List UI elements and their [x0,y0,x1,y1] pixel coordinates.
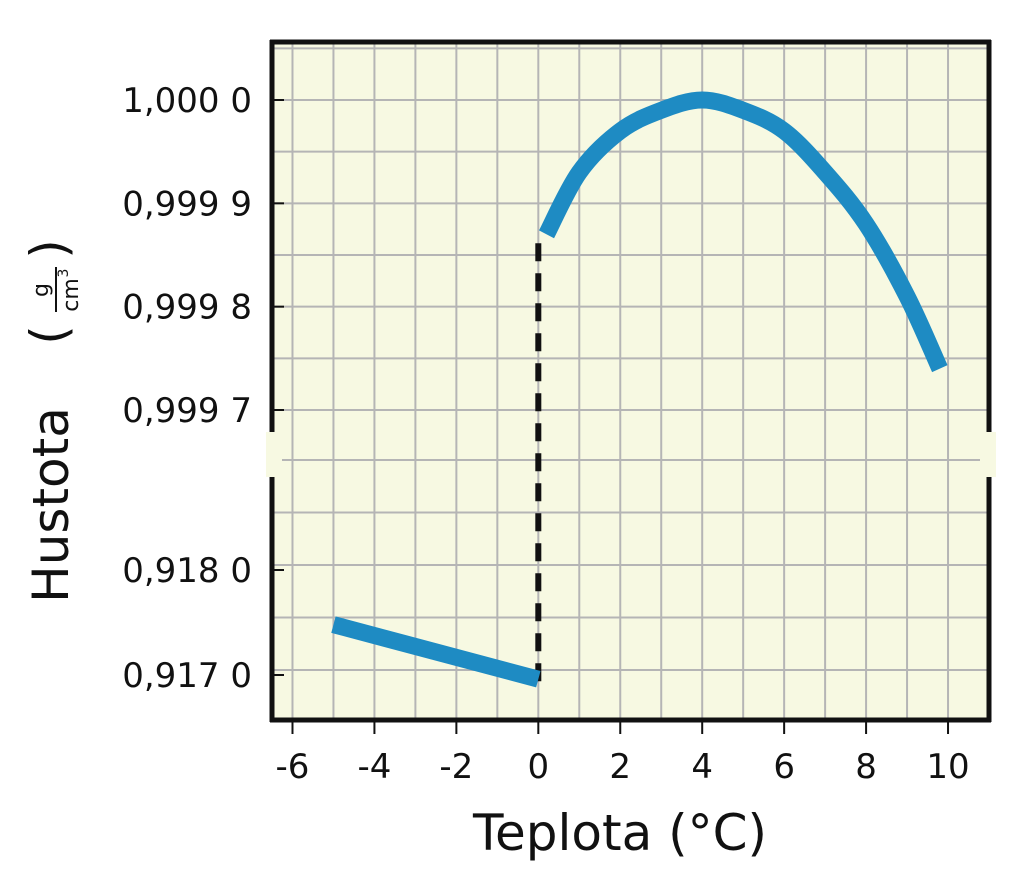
series-line-ice [331,616,541,688]
y-unit-denominator: cm [59,278,84,312]
axis-break-left [266,432,282,477]
x-tick-label: -4 [357,747,391,787]
x-axis-ticks: -6 -4 -2 0 2 4 6 8 10 [276,720,970,787]
series-group [331,91,948,688]
y-axis-title-group: Hustota ( g cm 3 ) [20,239,84,603]
y-unit-paren-open: ( [20,325,78,345]
x-tick-label: -2 [439,747,473,787]
y-tick-label: 1,000 0 [122,81,252,121]
y-tick-label: 0,918 0 [122,551,252,591]
grid [272,42,989,720]
y-unit-exponent: 3 [56,269,72,278]
axis-break-right [980,432,996,477]
x-tick-label: 6 [773,747,795,787]
y-unit-numerator: g [29,283,54,297]
y-axis-title: Hustota [22,407,80,603]
y-tick-label: 0,999 8 [122,288,252,328]
y-tick-label: 0,999 9 [122,184,252,224]
x-tick-label: 8 [855,747,877,787]
x-tick-label: 10 [926,747,969,787]
plot-background [272,42,989,720]
x-tick-label: 0 [527,747,549,787]
y-tick-label: 0,999 7 [122,391,252,431]
y-unit-paren-close: ) [20,239,78,259]
x-tick-label: 4 [691,747,713,787]
x-tick-label: -6 [276,747,310,787]
series-line-water [538,91,948,373]
y-tick-label: 0,917 0 [122,656,252,696]
y-axis-ticks: 1,000 0 0,999 9 0,999 8 0,999 7 0,918 0 0,917… [122,81,284,696]
x-tick-label: 2 [609,747,631,787]
x-axis-title: Teplota (°C) [472,804,767,862]
